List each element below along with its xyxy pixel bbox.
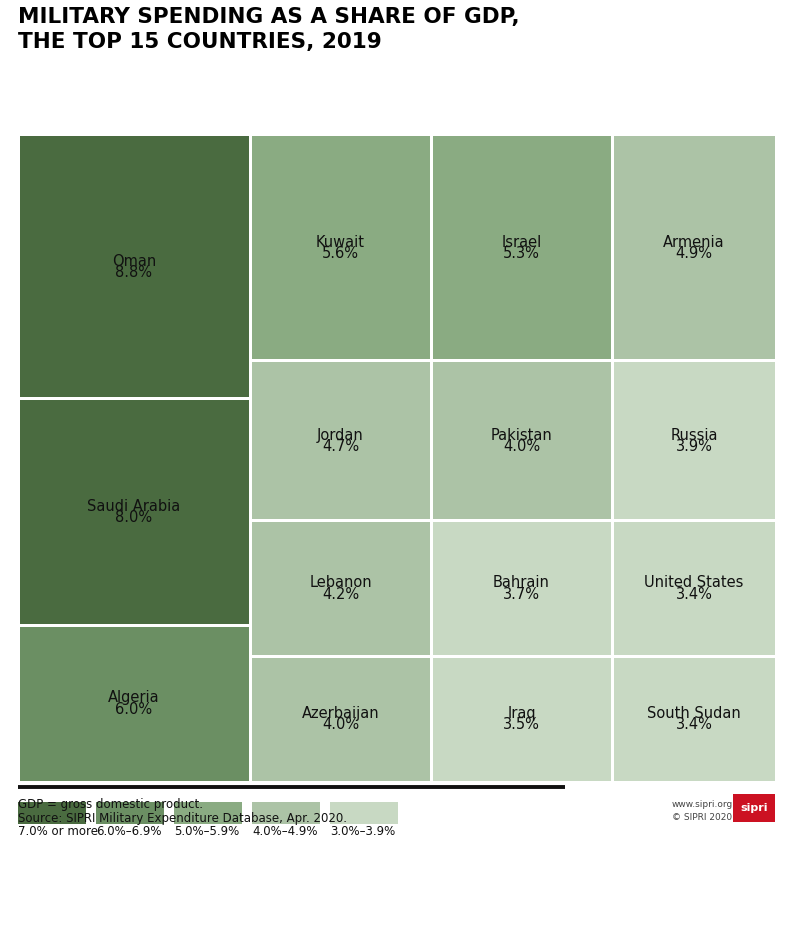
FancyBboxPatch shape [433,137,611,360]
FancyBboxPatch shape [733,794,775,822]
Text: Algeria: Algeria [108,690,160,705]
FancyBboxPatch shape [433,363,611,520]
Text: Armenia: Armenia [663,234,725,250]
FancyBboxPatch shape [20,401,249,623]
Text: 4.9%: 4.9% [676,246,712,261]
FancyBboxPatch shape [433,523,611,655]
Text: Oman: Oman [112,254,156,269]
FancyBboxPatch shape [96,802,164,824]
Text: 3.9%: 3.9% [676,439,712,454]
Text: 8.0%: 8.0% [115,511,152,525]
Text: Israel: Israel [501,234,542,250]
Text: Iraq: Iraq [507,706,536,721]
Text: Kuwait: Kuwait [316,234,365,250]
Text: Russia: Russia [670,428,718,443]
FancyBboxPatch shape [614,523,774,655]
Text: 8.8%: 8.8% [115,265,152,280]
Text: United States: United States [644,576,744,591]
Text: Saudi Arabia: Saudi Arabia [87,498,180,513]
Text: © SIPRI 2020: © SIPRI 2020 [672,813,732,822]
Text: 3.7%: 3.7% [503,587,540,602]
Text: 5.6%: 5.6% [322,246,359,261]
Text: 4.2%: 4.2% [322,587,359,602]
Text: 3.4%: 3.4% [676,587,712,602]
FancyBboxPatch shape [252,658,430,780]
Text: Pakistan: Pakistan [491,428,553,443]
FancyBboxPatch shape [330,802,398,824]
Text: 3.0%–3.9%: 3.0%–3.9% [330,825,395,838]
Text: www.sipri.org: www.sipri.org [672,800,733,809]
Text: 4.0%: 4.0% [322,717,359,732]
Text: Lebanon: Lebanon [309,576,372,591]
Text: Bahrain: Bahrain [493,576,550,591]
Text: GDP = gross domestic product.: GDP = gross domestic product. [18,798,203,811]
Text: 5.3%: 5.3% [503,246,540,261]
Text: 7.0% or more: 7.0% or more [18,825,98,838]
Text: 4.0%–4.9%: 4.0%–4.9% [252,825,318,838]
FancyBboxPatch shape [614,137,774,360]
Text: 4.0%: 4.0% [503,439,540,454]
Text: THE TOP 15 COUNTRIES, 2019: THE TOP 15 COUNTRIES, 2019 [18,32,382,52]
Text: 4.7%: 4.7% [322,439,359,454]
Text: sipri: sipri [740,803,768,813]
Text: Azerbaijan: Azerbaijan [302,706,380,721]
FancyBboxPatch shape [20,137,249,397]
FancyBboxPatch shape [20,627,249,780]
FancyBboxPatch shape [433,658,611,780]
Text: 3.5%: 3.5% [503,717,540,732]
Text: MILITARY SPENDING AS A SHARE OF GDP,: MILITARY SPENDING AS A SHARE OF GDP, [18,7,519,27]
Text: 3.4%: 3.4% [676,717,712,732]
Text: 6.0%–6.9%: 6.0%–6.9% [96,825,161,838]
Text: 6.0%: 6.0% [115,702,152,717]
Text: 5.0%–5.9%: 5.0%–5.9% [174,825,239,838]
FancyBboxPatch shape [18,802,86,824]
FancyBboxPatch shape [252,363,430,520]
FancyBboxPatch shape [174,802,242,824]
Text: Jordan: Jordan [317,428,364,443]
FancyBboxPatch shape [252,137,430,360]
FancyBboxPatch shape [252,523,430,655]
FancyBboxPatch shape [614,658,774,780]
FancyBboxPatch shape [252,802,320,824]
Text: South Sudan: South Sudan [647,706,741,721]
Text: Source: SIPRI Military Expenditure Database, Apr. 2020.: Source: SIPRI Military Expenditure Datab… [18,812,347,825]
FancyBboxPatch shape [614,363,774,520]
